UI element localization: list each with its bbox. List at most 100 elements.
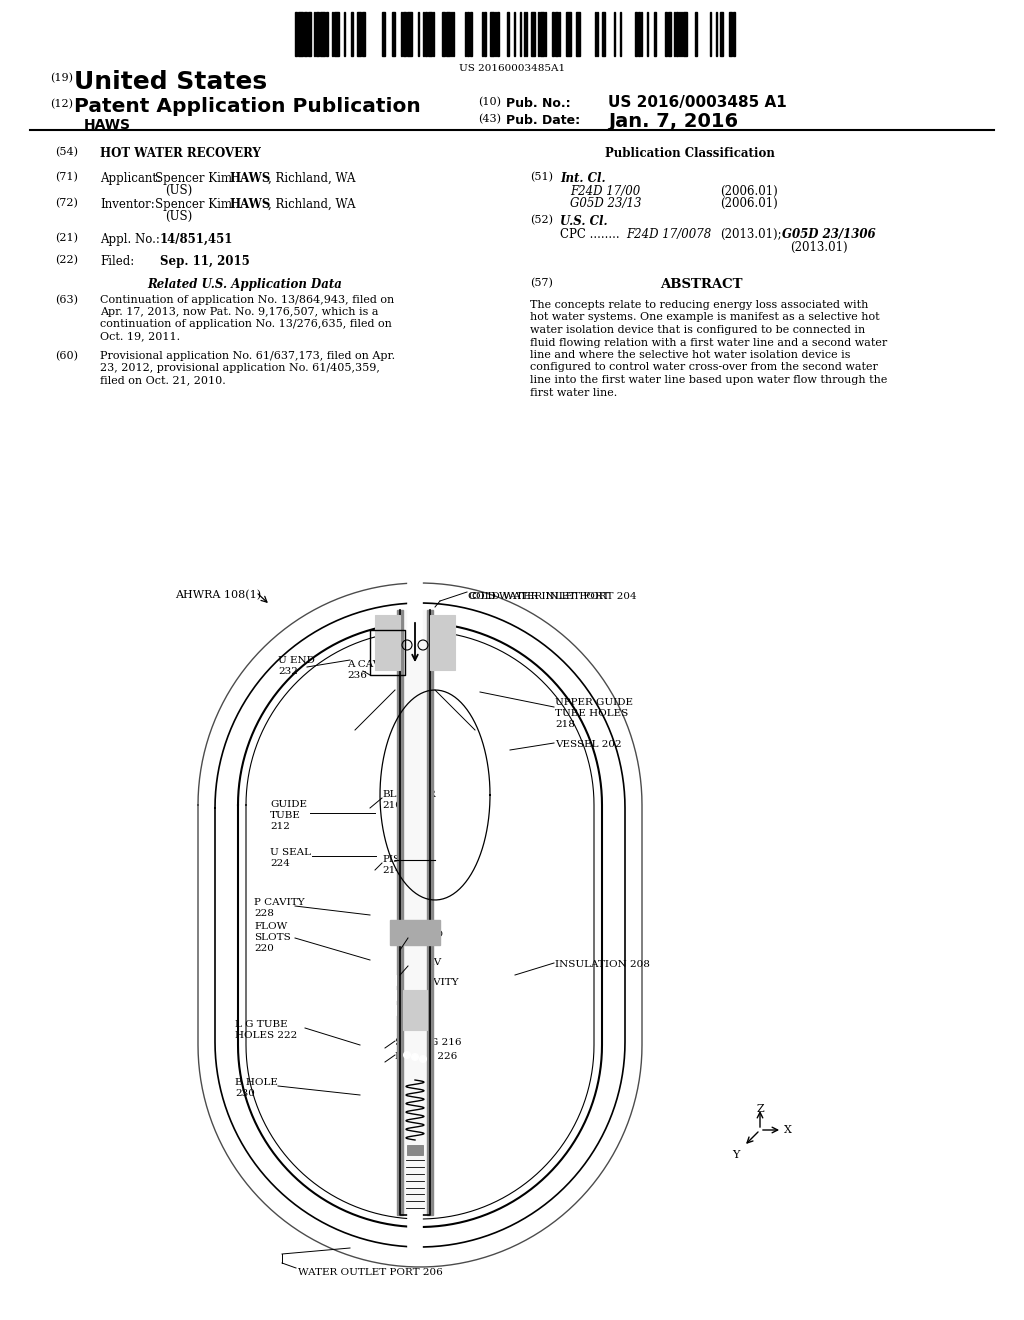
Bar xyxy=(635,12,637,55)
Text: (71): (71) xyxy=(55,172,78,182)
Text: AHWRA 108(1): AHWRA 108(1) xyxy=(175,590,261,601)
Bar xyxy=(729,12,732,55)
Text: HAWS: HAWS xyxy=(229,172,270,185)
Text: 23, 2012, provisional application No. 61/405,359,: 23, 2012, provisional application No. 61… xyxy=(100,363,380,374)
Text: (21): (21) xyxy=(55,234,78,243)
Text: PISTON: PISTON xyxy=(382,855,425,865)
Bar xyxy=(446,12,450,55)
Text: Applicant:: Applicant: xyxy=(100,172,161,185)
Bar xyxy=(733,12,735,55)
Text: 232: 232 xyxy=(278,667,298,676)
Text: continuation of application No. 13/276,635, filed on: continuation of application No. 13/276,6… xyxy=(100,319,392,329)
Bar xyxy=(427,610,433,1214)
Bar xyxy=(351,12,353,55)
Text: Apr. 17, 2013, now Pat. No. 9,176,507, which is a: Apr. 17, 2013, now Pat. No. 9,176,507, w… xyxy=(100,308,379,317)
Text: Y: Y xyxy=(732,1150,740,1160)
Text: TUBE: TUBE xyxy=(270,810,301,820)
Text: 230: 230 xyxy=(234,1089,255,1098)
Text: (63): (63) xyxy=(55,294,78,305)
Bar xyxy=(382,1005,396,1015)
Bar xyxy=(304,12,307,55)
Text: COLD WATER INLET PORT 204: COLD WATER INLET PORT 204 xyxy=(468,591,637,601)
Text: (60): (60) xyxy=(55,351,78,362)
Text: G05D 23/13: G05D 23/13 xyxy=(570,197,641,210)
Text: 220: 220 xyxy=(254,944,273,953)
Text: 14/851,451: 14/851,451 xyxy=(160,234,233,246)
Text: The concepts relate to reducing energy loss associated with: The concepts relate to reducing energy l… xyxy=(530,300,868,310)
Text: (57): (57) xyxy=(530,279,553,288)
Text: 228: 228 xyxy=(254,909,273,917)
Text: Spencer Kim: Spencer Kim xyxy=(155,172,236,185)
Text: United States: United States xyxy=(74,70,267,94)
Bar xyxy=(665,12,667,55)
Bar xyxy=(497,12,499,55)
Text: fluid flowing relation with a first water line and a second water: fluid flowing relation with a first wate… xyxy=(530,338,887,347)
Text: VESSEL 202: VESSEL 202 xyxy=(555,741,622,748)
Text: BLADDER: BLADDER xyxy=(382,789,436,799)
Text: B HOLE: B HOLE xyxy=(234,1078,278,1086)
Bar xyxy=(575,12,580,55)
Text: (43): (43) xyxy=(478,114,501,124)
Bar xyxy=(467,12,469,55)
Bar xyxy=(408,579,422,640)
Text: U END: U END xyxy=(278,656,314,665)
Bar xyxy=(695,12,697,55)
Text: US 2016/0003485 A1: US 2016/0003485 A1 xyxy=(608,95,786,110)
Text: 214: 214 xyxy=(382,866,401,875)
Text: Publication Classification: Publication Classification xyxy=(605,147,775,160)
Bar xyxy=(531,12,535,55)
Bar xyxy=(470,12,472,55)
Text: , Richland, WA: , Richland, WA xyxy=(268,172,355,185)
Text: HOT WATER RECOVERY: HOT WATER RECOVERY xyxy=(100,147,261,160)
Bar xyxy=(357,12,361,55)
Text: WATER OUTLET PORT 206: WATER OUTLET PORT 206 xyxy=(298,1269,442,1276)
Bar xyxy=(319,12,325,55)
Text: Provisional application No. 61/637,173, filed on Apr.: Provisional application No. 61/637,173, … xyxy=(100,351,395,360)
Text: 212: 212 xyxy=(270,822,290,832)
Text: Filed:: Filed: xyxy=(100,255,134,268)
Bar xyxy=(382,990,396,1001)
Bar xyxy=(403,12,406,55)
Text: Int. Cl.: Int. Cl. xyxy=(560,172,605,185)
Bar xyxy=(425,12,427,55)
Text: Appl. No.:: Appl. No.: xyxy=(100,234,160,246)
Bar xyxy=(400,610,430,1214)
Bar xyxy=(683,12,687,55)
Bar xyxy=(552,12,554,55)
Bar xyxy=(540,12,544,55)
Bar xyxy=(668,12,671,55)
Circle shape xyxy=(412,1053,419,1060)
Text: Continuation of application No. 13/864,943, filed on: Continuation of application No. 13/864,9… xyxy=(100,294,394,305)
Circle shape xyxy=(420,1056,427,1063)
Text: (2013.01);: (2013.01); xyxy=(720,228,781,242)
Bar xyxy=(720,12,723,55)
Text: (US): (US) xyxy=(165,183,193,197)
Text: (52): (52) xyxy=(530,215,553,226)
Text: (19): (19) xyxy=(50,73,73,83)
Bar xyxy=(362,12,365,55)
Text: Jan. 7, 2016: Jan. 7, 2016 xyxy=(608,112,738,131)
Text: F24D 17/00: F24D 17/00 xyxy=(570,185,640,198)
Text: 238: 238 xyxy=(408,969,428,978)
Text: hot water systems. One example is manifest as a selective hot: hot water systems. One example is manife… xyxy=(530,313,880,322)
Text: C: C xyxy=(468,591,476,601)
Polygon shape xyxy=(238,623,602,1228)
Text: P CAVITY: P CAVITY xyxy=(408,978,459,987)
Circle shape xyxy=(403,1052,411,1059)
Bar xyxy=(295,12,297,55)
Bar xyxy=(654,12,656,55)
Bar xyxy=(408,1210,422,1261)
Bar xyxy=(638,12,640,55)
Text: SPRING 216: SPRING 216 xyxy=(395,1038,462,1047)
Bar xyxy=(676,12,678,55)
Text: Pub. Date:: Pub. Date: xyxy=(506,114,581,127)
Bar xyxy=(407,1144,423,1155)
Text: CPC ........: CPC ........ xyxy=(560,228,620,242)
Text: INSULATION 208: INSULATION 208 xyxy=(555,960,650,969)
Bar xyxy=(375,615,400,671)
Text: (2006.01): (2006.01) xyxy=(720,185,778,198)
Bar xyxy=(407,12,412,55)
Text: TUBE HOLES: TUBE HOLES xyxy=(555,709,629,718)
Text: L SEAL 226: L SEAL 226 xyxy=(395,1052,458,1061)
Text: water isolation device that is configured to be connected in: water isolation device that is configure… xyxy=(530,325,865,335)
